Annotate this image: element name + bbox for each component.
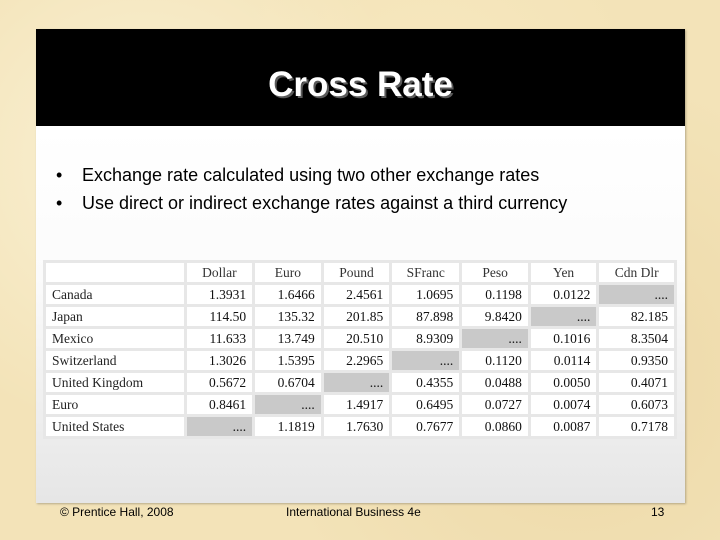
rate-cell: 1.3026 — [186, 351, 253, 370]
bullet-text: Use direct or indirect exchange rates ag… — [82, 193, 568, 213]
rate-cell: 114.50 — [186, 307, 253, 326]
rate-cell: 0.5672 — [186, 373, 253, 392]
rate-cell: 0.0074 — [530, 395, 597, 414]
rate-cell: 0.6073 — [599, 395, 674, 414]
rate-cell: 1.6466 — [255, 285, 321, 304]
cross-rate-table: Dollar Euro Pound SFranc Peso Yen Cdn Dl… — [43, 260, 677, 439]
rate-cell: 2.2965 — [323, 351, 390, 370]
rate-cell: 0.8461 — [186, 395, 253, 414]
bullet-item: • Exchange rate calculated using two othe… — [56, 161, 567, 189]
rate-cell: 2.4561 — [323, 285, 390, 304]
rate-cell: 201.85 — [323, 307, 390, 326]
table-row: Canada 1.3931 1.6466 2.4561 1.0695 0.119… — [46, 285, 674, 304]
slide-title: Cross Rate — [268, 65, 453, 104]
rate-cell: 0.4355 — [392, 373, 460, 392]
rate-cell: 0.9350 — [599, 351, 674, 370]
diagonal-cell: .... — [323, 373, 390, 392]
rate-cell: 0.6704 — [255, 373, 321, 392]
rate-cell: 1.1819 — [255, 417, 321, 436]
rate-cell: 8.3504 — [599, 329, 674, 348]
title-divider — [36, 126, 685, 128]
column-header: Yen — [530, 263, 597, 282]
diagonal-cell: .... — [186, 417, 253, 436]
rate-cell: 1.3931 — [186, 285, 253, 304]
rate-cell: 0.7677 — [392, 417, 460, 436]
column-header: Euro — [255, 263, 321, 282]
column-header: Peso — [462, 263, 528, 282]
rate-cell: 0.0087 — [530, 417, 597, 436]
row-label: Japan — [46, 307, 184, 326]
slide-content: • Exchange rate calculated using two othe… — [36, 128, 685, 503]
table-row: United Kingdom 0.5672 0.6704 .... 0.4355… — [46, 373, 674, 392]
footer-course: International Business 4e — [286, 505, 421, 519]
rate-cell: 13.749 — [255, 329, 321, 348]
diagonal-cell: .... — [530, 307, 597, 326]
table-header-row: Dollar Euro Pound SFranc Peso Yen Cdn Dl… — [46, 263, 674, 282]
table-row: Mexico 11.633 13.749 20.510 8.9309 .... … — [46, 329, 674, 348]
table-row: United States .... 1.1819 1.7630 0.7677 … — [46, 417, 674, 436]
rate-cell: 0.0114 — [530, 351, 597, 370]
diagonal-cell: .... — [462, 329, 528, 348]
table-row: Switzerland 1.3026 1.5395 2.2965 .... 0.… — [46, 351, 674, 370]
rate-cell: 87.898 — [392, 307, 460, 326]
diagonal-cell: .... — [599, 285, 674, 304]
footer-page-number: 13 — [651, 505, 665, 519]
bullet-list: • Exchange rate calculated using two othe… — [56, 161, 567, 217]
column-header: Dollar — [186, 263, 253, 282]
rate-cell: 0.4071 — [599, 373, 674, 392]
rate-cell: 0.0727 — [462, 395, 528, 414]
rate-cell: 82.185 — [599, 307, 674, 326]
rate-cell: 1.4917 — [323, 395, 390, 414]
slide: Cross Rate • Exchange rate calculated usi… — [36, 29, 685, 503]
row-label: Mexico — [46, 329, 184, 348]
bullet-item: • Use direct or indirect exchange rates a… — [56, 189, 567, 217]
rate-cell: 1.5395 — [255, 351, 321, 370]
rate-cell: 0.6495 — [392, 395, 460, 414]
bullet-marker: • — [56, 193, 63, 213]
rate-cell: 135.32 — [255, 307, 321, 326]
rate-cell: 11.633 — [186, 329, 253, 348]
footer-copyright: © Prentice Hall, 2008 — [60, 505, 174, 519]
rate-cell: 0.1198 — [462, 285, 528, 304]
rate-cell: 20.510 — [323, 329, 390, 348]
row-label: Switzerland — [46, 351, 184, 370]
diagonal-cell: .... — [255, 395, 321, 414]
rate-cell: 1.7630 — [323, 417, 390, 436]
column-header: Cdn Dlr — [599, 263, 674, 282]
rate-cell: 0.0122 — [530, 285, 597, 304]
row-label: Euro — [46, 395, 184, 414]
rate-cell: 8.9309 — [392, 329, 460, 348]
rate-cell: 0.7178 — [599, 417, 674, 436]
bullet-marker: • — [56, 165, 63, 185]
row-label: Canada — [46, 285, 184, 304]
table-row: Euro 0.8461 .... 1.4917 0.6495 0.0727 0.… — [46, 395, 674, 414]
rate-cell: 0.1120 — [462, 351, 528, 370]
rate-cell: 0.1016 — [530, 329, 597, 348]
title-bar: Cross Rate — [36, 29, 685, 126]
corner-cell — [46, 263, 184, 282]
diagonal-cell: .... — [392, 351, 460, 370]
rate-cell: 1.0695 — [392, 285, 460, 304]
rate-cell: 0.0050 — [530, 373, 597, 392]
column-header: Pound — [323, 263, 390, 282]
bullet-text: Exchange rate calculated using two other… — [82, 165, 540, 185]
rate-cell: 0.0860 — [462, 417, 528, 436]
row-label: United Kingdom — [46, 373, 184, 392]
rate-cell: 9.8420 — [462, 307, 528, 326]
rate-cell: 0.0488 — [462, 373, 528, 392]
row-label: United States — [46, 417, 184, 436]
table-row: Japan 114.50 135.32 201.85 87.898 9.8420… — [46, 307, 674, 326]
column-header: SFranc — [392, 263, 460, 282]
